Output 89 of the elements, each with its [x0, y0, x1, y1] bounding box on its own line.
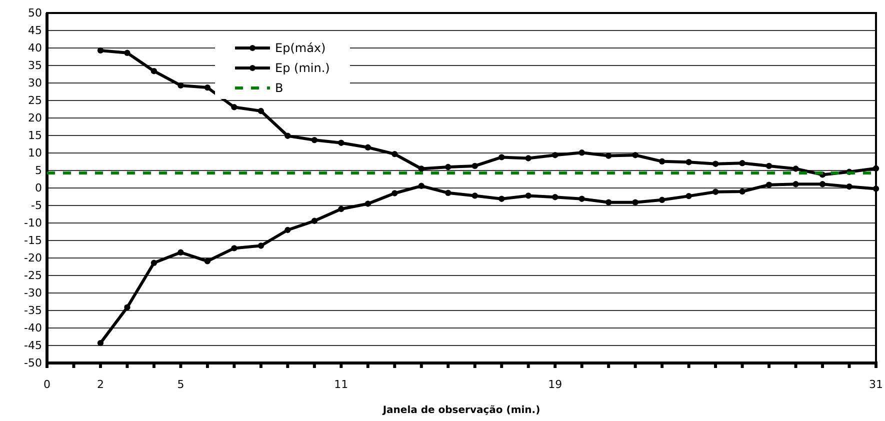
point	[872, 186, 880, 192]
y-tick-label: 35	[28, 59, 42, 72]
point	[311, 136, 318, 144]
point	[445, 190, 452, 196]
point	[658, 196, 666, 203]
point	[231, 245, 238, 252]
point	[204, 84, 211, 91]
x-tick-label: 19	[548, 378, 562, 391]
x-tick-label: 5	[177, 378, 184, 391]
point	[552, 194, 558, 200]
y-tick-label: 15	[28, 129, 42, 142]
point	[739, 188, 746, 195]
x-tick-label: 0	[44, 378, 50, 391]
point	[712, 188, 719, 195]
x-tick-label: 2	[96, 378, 104, 391]
y-tick-label: 20	[28, 112, 42, 125]
point	[364, 144, 371, 150]
x-tick-label: 31	[869, 378, 883, 391]
point	[392, 150, 398, 158]
point	[472, 192, 478, 199]
y-tick-label: 5	[35, 164, 42, 178]
point	[686, 159, 692, 166]
point	[97, 47, 104, 54]
point	[525, 192, 532, 199]
point	[872, 165, 880, 172]
y-tick-label: -20	[24, 252, 42, 265]
legend-label: B	[275, 81, 284, 95]
y-tick-label: -40	[24, 322, 42, 335]
point	[178, 82, 184, 89]
point	[766, 182, 772, 188]
point	[284, 132, 291, 139]
point	[498, 154, 505, 160]
point	[124, 304, 130, 310]
y-tick-label: 25	[28, 94, 42, 108]
point	[150, 260, 158, 266]
point	[472, 162, 478, 170]
y-tick-label: 0	[35, 182, 42, 195]
point	[258, 108, 264, 114]
y-tick-label: 40	[28, 42, 42, 55]
y-tick-label: -45	[24, 339, 42, 352]
point	[632, 152, 638, 158]
x-tick-label: 11	[334, 378, 348, 391]
point	[418, 166, 424, 172]
point	[578, 196, 585, 202]
y-tick-label: 50	[28, 6, 42, 20]
point	[605, 152, 612, 159]
point	[364, 200, 371, 207]
point	[552, 152, 558, 158]
point	[445, 164, 452, 170]
point	[204, 258, 211, 264]
y-tick-label: 10	[28, 146, 42, 160]
point	[311, 218, 318, 224]
point	[498, 196, 505, 202]
point	[846, 184, 852, 190]
point	[338, 206, 344, 212]
y-tick-label: -15	[24, 234, 42, 248]
point	[231, 104, 238, 110]
point	[284, 226, 291, 234]
point	[686, 192, 692, 200]
point	[712, 160, 719, 167]
y-tick-label: 45	[28, 24, 42, 38]
point	[792, 181, 799, 188]
y-tick-label: 30	[28, 76, 42, 90]
point	[150, 68, 158, 74]
point	[258, 242, 264, 249]
y-tick-label: -5	[31, 199, 42, 212]
point	[97, 340, 104, 346]
y-tick-label: -10	[24, 216, 42, 230]
point	[338, 140, 344, 146]
point	[578, 150, 585, 156]
y-tick-label: -30	[24, 286, 42, 300]
point	[792, 166, 799, 172]
point	[658, 158, 666, 164]
point	[392, 190, 398, 196]
point	[178, 249, 184, 256]
point	[525, 155, 532, 162]
point	[632, 199, 638, 206]
y-tick-label: -50	[24, 356, 42, 370]
point	[418, 182, 424, 189]
y-tick-label: -25	[24, 269, 42, 282]
point	[739, 160, 746, 166]
legend-label: Ep (min.)	[275, 61, 330, 75]
point	[766, 162, 772, 170]
y-tick-label: -35	[24, 304, 42, 318]
point	[819, 181, 826, 188]
x-axis-title: Janela de observação (min.)	[382, 405, 540, 416]
legend-label: Ep(máx)	[275, 41, 326, 55]
point	[124, 50, 130, 56]
point	[605, 199, 612, 206]
